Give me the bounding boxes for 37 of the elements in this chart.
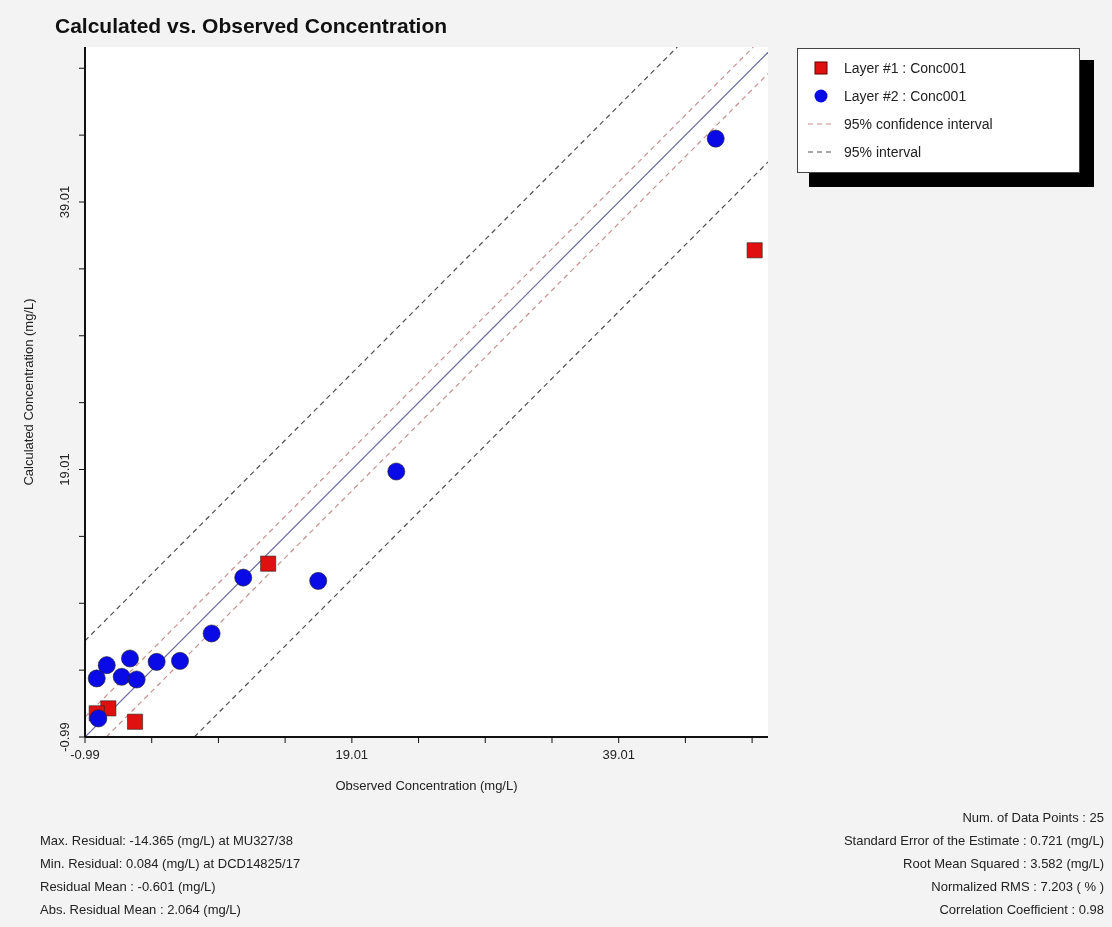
legend-label: Layer #1 : Conc001: [844, 60, 967, 76]
y-axis-title: Calculated Concentration (mg/L): [20, 298, 36, 486]
point: [127, 713, 143, 730]
point: [127, 670, 146, 689]
point: [121, 649, 139, 668]
point: [202, 624, 221, 643]
point: [387, 462, 406, 481]
text: Correlation Coefficient : 0.98: [938, 901, 1104, 919]
y-tick-label: 39.01: [57, 185, 72, 219]
text: Num. of Data Points : 25: [961, 809, 1104, 827]
legend-label: 95% confidence interval: [844, 116, 993, 132]
point: [234, 568, 253, 587]
point: [147, 653, 166, 671]
x-tick-label: -0.99: [70, 747, 100, 762]
point: [309, 572, 328, 590]
x-tick-label: 19.01: [335, 747, 369, 762]
text: Abs. Residual Mean : 2.064 (mg/L): [40, 901, 242, 919]
point: [260, 555, 277, 572]
legend-label: 95% interval: [844, 144, 922, 160]
x-tick-label: 39.01: [602, 747, 635, 762]
chart-title: Calculated vs. Observed Concentration: [55, 14, 448, 38]
text: Normalized RMS : 7.203 ( % ): [930, 878, 1104, 896]
text: Standard Error of the Estimate : 0.721 (mg/L): [843, 832, 1104, 850]
legend-label: Layer #2 : Conc001: [844, 88, 967, 104]
x-axis-title: Observed Concentration (mg/L): [335, 778, 518, 793]
text: Max. Residual: -14.365 (mg/L) at MU327/38: [40, 832, 294, 850]
text: Residual Mean : -0.601 (mg/L): [40, 878, 217, 896]
y-tick-label: 19.01: [57, 453, 72, 486]
point: [171, 652, 189, 670]
point: [706, 129, 725, 148]
text: Root Mean Squared : 3.582 (mg/L): [902, 855, 1104, 873]
point: [87, 669, 106, 688]
point: [112, 667, 131, 686]
point: [89, 709, 108, 728]
point: [746, 242, 763, 259]
text: Min. Residual: 0.084 (mg/L) at DCD14825/17: [40, 855, 301, 873]
point: [97, 656, 116, 675]
